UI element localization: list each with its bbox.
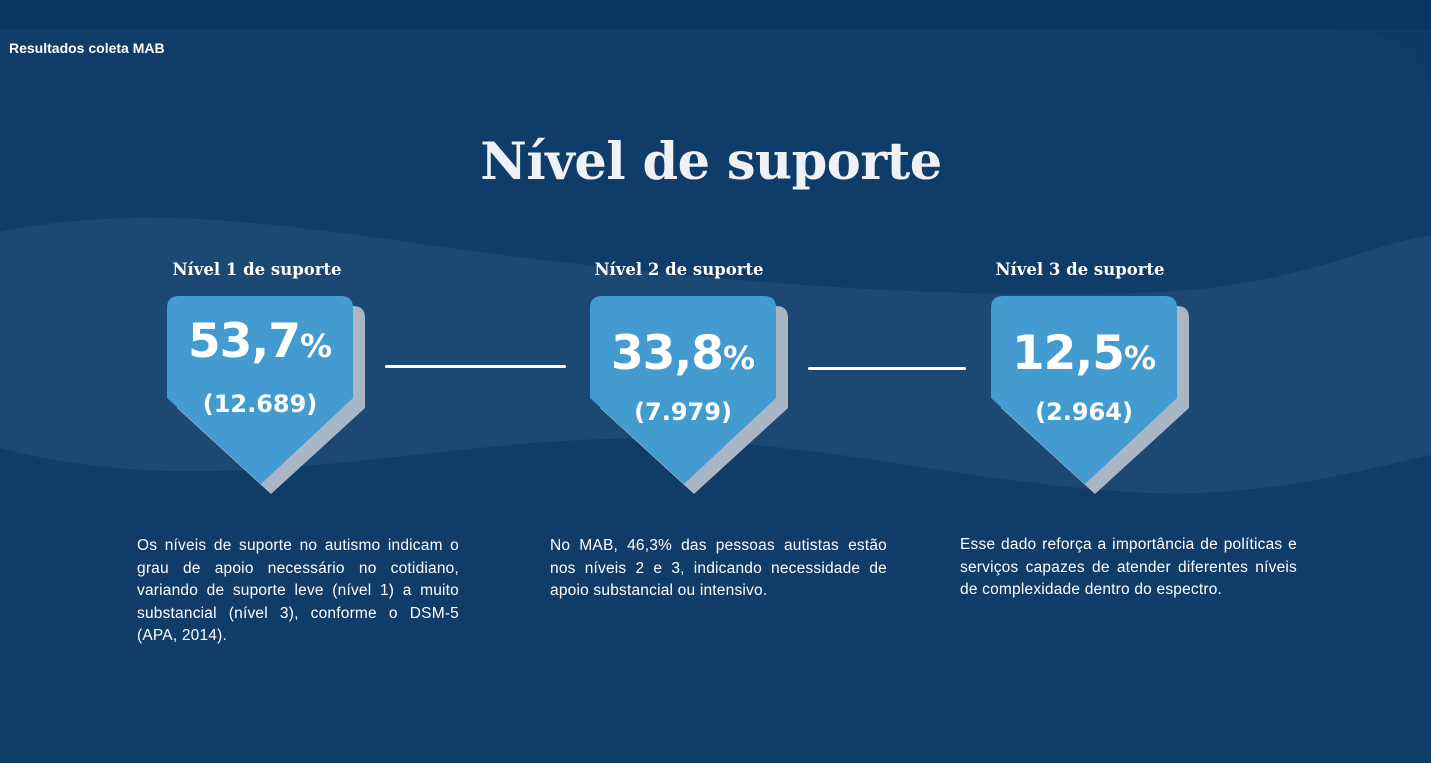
level-2-description: No MAB, 46,3% das pessoas autistas estão…: [550, 537, 887, 599]
level-3-percent: 12,5%: [991, 326, 1177, 381]
level-3-title: Nível 3 de suporte: [995, 260, 1165, 279]
percent-sign: %: [1123, 339, 1157, 377]
level-2-title: Nível 2 de suporte: [594, 260, 764, 279]
level-2-count: (7.979): [634, 398, 732, 426]
percent-value: 33,8: [610, 326, 724, 381]
level-1-count: (12.689): [202, 390, 318, 418]
level-1-title: Nível 1 de suporte: [172, 260, 342, 279]
percent-value: 12,5: [1011, 326, 1125, 381]
header-label: Resultados coleta MAB: [9, 40, 165, 56]
level-1-description: Os níveis de suporte no autismo indicam …: [137, 537, 459, 644]
connector-line-1: [385, 365, 566, 368]
level-1-percent: 53,7%: [167, 314, 353, 369]
level-3-description: Esse dado reforça a importância de polít…: [960, 536, 1297, 598]
page-title: Nível de suporte: [480, 132, 942, 192]
percent-sign: %: [299, 327, 333, 365]
connector-line-2: [808, 367, 966, 370]
percent-value: 53,7: [187, 314, 301, 369]
level-1-badge: 53,7% (12.689): [167, 296, 367, 496]
level-2-badge: 33,8% (7.979): [590, 296, 790, 496]
percent-sign: %: [722, 339, 756, 377]
level-3-badge: 12,5% (2.964): [991, 296, 1191, 496]
level-3-count: (2.964): [1035, 398, 1133, 426]
badge-shape: [590, 296, 788, 494]
badge-shape: [991, 296, 1189, 494]
badge-shape: [167, 296, 365, 494]
level-2-percent: 33,8%: [590, 326, 776, 381]
